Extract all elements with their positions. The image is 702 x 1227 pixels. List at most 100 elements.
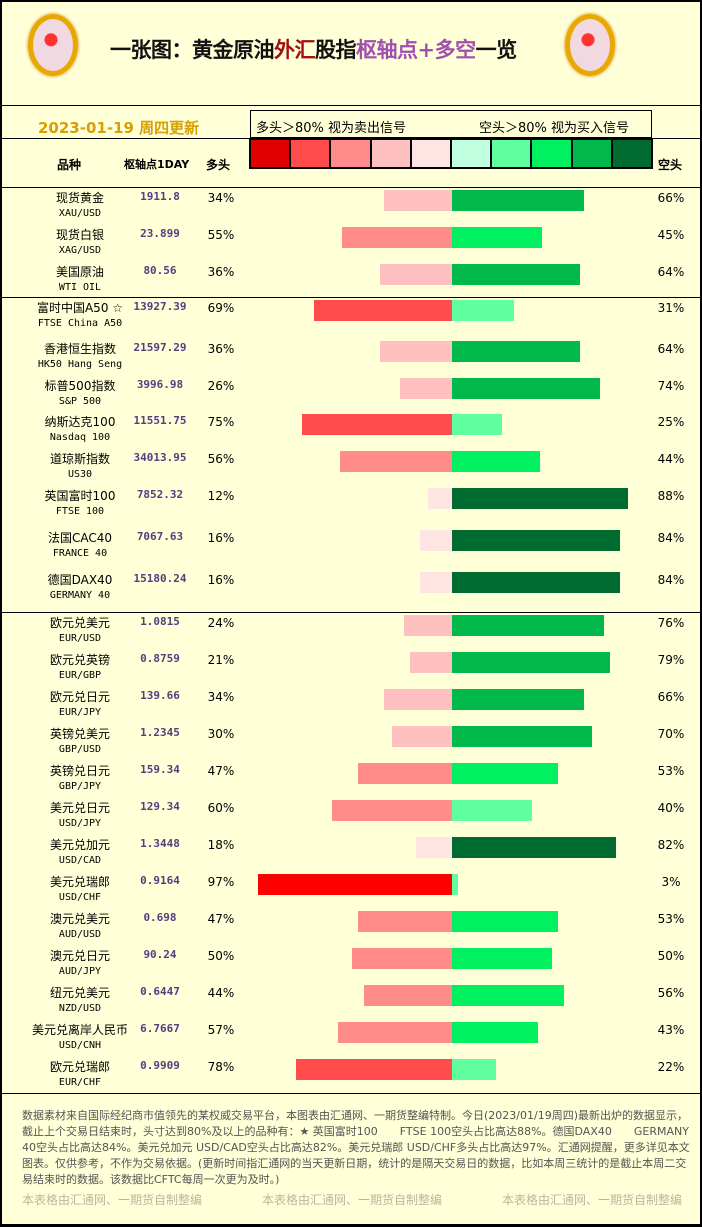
long-percent: 97% [207,875,235,889]
pivot-value: 1.3448 [140,837,180,850]
long-bar [420,572,452,593]
table-row: 美元兑加元 USD/CAD 1.3448 18% 82% [0,837,702,873]
instrument-cn: 道琼斯指数 [49,452,110,466]
update-date: 2023-01-19 周四更新 [38,119,200,137]
short-bar [452,414,502,435]
instrument-cn: 澳元兑日元 [49,949,110,963]
header-instrument: 品种 [57,158,82,172]
short-percent: 64% [657,342,685,356]
watermark: 本表格由汇通网、一期货自制整编 [502,1193,683,1207]
table-row: 纳斯达克100 Nasdaq 100 11551.75 75% 25% [0,414,702,450]
instrument-name: 英镑兑美元 GBP/USD [10,726,150,758]
group-divider [0,612,702,613]
instrument-en: FTSE 100 [55,506,105,517]
short-percent: 25% [657,415,685,429]
instrument-name: 美元兑离岸人民币 USD/CNH [10,1022,150,1054]
instrument-cn: 英镑兑日元 [49,764,110,778]
table-row: 德国DAX40 GERMANY 40 15180.24 16% 84% [0,572,702,608]
short-percent: 84% [657,531,685,545]
long-bar [380,341,452,362]
instrument-en: USD/JPY [58,818,102,829]
short-bar [452,451,540,472]
short-bar [452,948,552,969]
instrument-name: 现货黄金 XAU/USD [10,190,150,222]
header-pivot: 枢轴点1DAY [124,158,190,171]
table-row: 美元兑日元 USD/JPY 129.34 60% 40% [0,800,702,836]
pivot-value: 7852.32 [136,488,184,501]
long-bar [332,800,452,821]
footnote: 数据素材来自国际经纪商市值领先的某权威交易平台，本图表由汇通网、一期货整编特制。… [22,1109,690,1186]
short-bar [452,378,600,399]
long-percent: 24% [207,616,235,630]
table-row: 法国CAC40 FRANCE 40 7067.63 16% 84% [0,530,702,566]
table-row: 澳元兑美元 AUD/USD 0.698 47% 53% [0,911,702,947]
short-bar [452,800,532,821]
short-bar [452,1059,496,1080]
long-percent: 34% [207,191,235,205]
short-bar [452,874,458,895]
instrument-name: 香港恒生指数 HK50 Hang Seng [10,341,150,373]
instrument-en: FTSE China A50 [37,318,123,329]
instrument-name: 美元兑加元 USD/CAD [10,837,150,869]
pivot-value: 0.8759 [140,652,180,665]
instrument-cn: 现货白银 [55,228,104,242]
instrument-en: AUD/JPY [58,966,102,977]
legend-short-text: 空头＞80% 视为买入信号 [479,121,630,136]
long-bar [340,451,452,472]
long-percent: 60% [207,801,235,815]
instrument-en: EUR/GBP [58,670,102,681]
table-row: 欧元兑日元 EUR/JPY 139.66 34% 66% [0,689,702,725]
short-bar [452,652,610,673]
short-percent: 84% [657,573,685,587]
table-row: 美国原油 WTI OIL 80.56 36% 64% [0,264,702,300]
color-swatch [492,140,533,167]
color-swatch [532,140,573,167]
instrument-cn: 纳斯达克100 [44,415,116,429]
instrument-en: S&P 500 [58,396,102,407]
pivot-value: 7067.63 [136,530,184,543]
table-row: 富时中国A50 ☆ FTSE China A50 13927.39 69% 31% [0,300,702,336]
logo-left [28,14,78,76]
color-swatch [291,140,332,167]
short-bar [452,488,628,509]
short-bar [452,615,604,636]
short-percent: 43% [657,1023,685,1037]
pivot-value: 6.7667 [140,1022,180,1035]
short-bar [452,341,580,362]
instrument-cn: 美元兑加元 [49,838,110,852]
long-bar [364,985,452,1006]
long-percent: 47% [207,912,235,926]
instrument-name: 澳元兑日元 AUD/JPY [10,948,150,980]
long-percent: 30% [207,727,235,741]
instrument-cn: 欧元兑英镑 [49,653,110,667]
short-bar [452,763,558,784]
table-row: 美元兑离岸人民币 USD/CNH 6.7667 57% 43% [0,1022,702,1058]
long-bar [302,414,452,435]
short-bar [452,837,616,858]
long-bar [338,1022,452,1043]
page-title: 一张图：黄金原油外汇股指枢轴点+多空一览 [110,37,517,62]
pivot-value: 21597.29 [133,341,187,354]
short-bar [452,300,514,321]
table-row: 纽元兑美元 NZD/USD 0.6447 44% 56% [0,985,702,1021]
table-row: 现货白银 XAG/USD 23.899 55% 45% [0,227,702,263]
short-percent: 79% [657,653,685,667]
table-row: 英镑兑日元 GBP/JPY 159.34 47% 53% [0,763,702,799]
short-percent: 22% [657,1060,685,1074]
instrument-name: 澳元兑美元 AUD/USD [10,911,150,943]
long-percent: 36% [207,265,235,279]
pivot-value: 1911.8 [140,190,180,203]
pivot-value: 90.24 [143,948,177,961]
divider [0,187,702,188]
instrument-en: EUR/JPY [58,707,102,718]
long-percent: 44% [207,986,235,1000]
long-bar [380,264,452,285]
logo-right [565,14,615,76]
long-percent: 56% [207,452,235,466]
instrument-name: 美元兑日元 USD/JPY [10,800,150,832]
short-bar [452,726,592,747]
instrument-cn: 富时中国A50 ☆ [36,301,124,315]
instrument-name: 法国CAC40 FRANCE 40 [10,530,150,562]
short-percent: 56% [657,986,685,1000]
